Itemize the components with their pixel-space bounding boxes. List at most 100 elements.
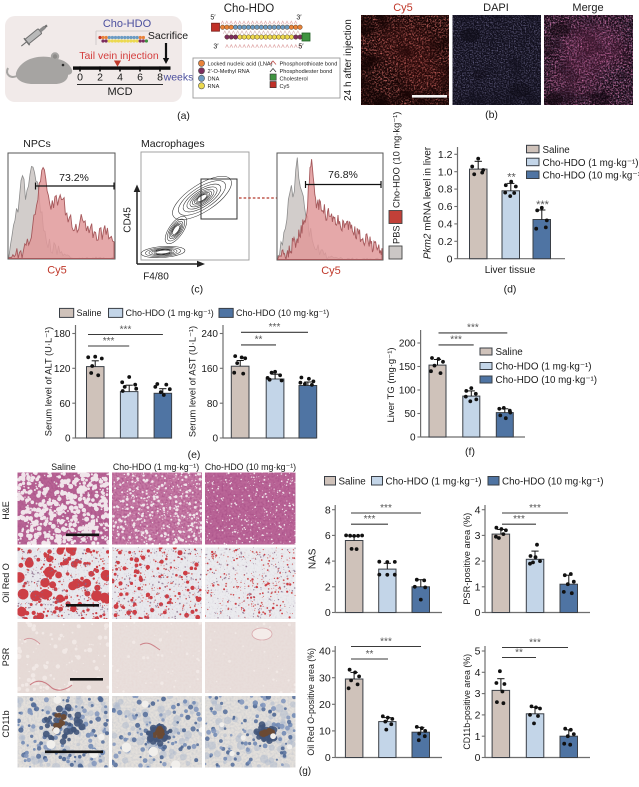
svg-text:F4/80: F4/80: [143, 272, 169, 283]
svg-text:Cho-HDO (10 mg·kg⁻¹): Cho-HDO (10 mg·kg⁻¹): [496, 375, 598, 386]
svg-text:MCD: MCD: [107, 86, 132, 98]
svg-text:PSR-positive area (%): PSR-positive area (%): [462, 513, 472, 605]
svg-text:(c): (c): [191, 284, 203, 296]
svg-text:Liver tissue: Liver tissue: [485, 265, 536, 276]
svg-text:Saline: Saline: [339, 476, 367, 487]
svg-text:30: 30: [319, 672, 331, 684]
svg-text:weeks: weeks: [163, 72, 194, 84]
svg-text:Cho-HDO (1 mg·kg⁻¹): Cho-HDO (1 mg·kg⁻¹): [543, 158, 639, 169]
svg-text:1.2: 1.2: [438, 149, 453, 161]
svg-text:20: 20: [319, 699, 331, 711]
svg-text:240: 240: [201, 329, 218, 340]
svg-text:Cholesterol: Cholesterol: [280, 76, 308, 82]
svg-text:4: 4: [325, 556, 331, 568]
svg-text:Liver TG (mg·g⁻¹): Liver TG (mg·g⁻¹): [386, 347, 397, 422]
svg-text:0: 0: [475, 607, 481, 619]
svg-text:NPCs: NPCs: [23, 138, 50, 150]
svg-text:4: 4: [117, 72, 123, 84]
svg-text:2: 2: [97, 72, 103, 84]
svg-text:***: ***: [269, 322, 281, 333]
svg-text:8: 8: [325, 504, 331, 516]
svg-text:(e): (e): [188, 449, 201, 461]
svg-text:3: 3: [475, 530, 481, 542]
svg-text:Oil Red O: Oil Red O: [1, 563, 11, 603]
svg-text:6: 6: [137, 72, 143, 84]
svg-text:Cy5: Cy5: [321, 265, 341, 277]
svg-text:0: 0: [447, 253, 453, 265]
svg-text:0: 0: [77, 72, 83, 84]
svg-text:Cho-HDO (10 mg·kg⁻¹): Cho-HDO (10 mg·kg⁻¹): [205, 462, 296, 472]
svg-text:CD11b: CD11b: [1, 710, 11, 737]
svg-text:Cy5: Cy5: [280, 84, 290, 90]
svg-text:***: ***: [536, 199, 550, 211]
svg-text:Saline: Saline: [51, 462, 76, 472]
svg-text:***: ***: [103, 336, 115, 347]
svg-text:***: ***: [380, 503, 392, 514]
svg-text:Serum level of ALT (U·L⁻¹): Serum level of ALT (U·L⁻¹): [44, 327, 54, 436]
svg-text:**: **: [515, 647, 523, 658]
svg-text:0: 0: [65, 434, 71, 445]
svg-text:DNA: DNA: [208, 76, 220, 82]
svg-text:CD45: CD45: [123, 207, 134, 233]
svg-text:***: ***: [450, 335, 462, 346]
svg-text:PBS: PBS: [392, 225, 402, 244]
svg-text:Merge: Merge: [572, 2, 603, 14]
svg-text:0: 0: [325, 752, 331, 764]
svg-text:0: 0: [475, 752, 481, 764]
svg-text:Macrophages: Macrophages: [141, 138, 205, 150]
svg-text:2: 2: [475, 556, 481, 568]
svg-text:180: 180: [54, 329, 71, 340]
svg-text:***: ***: [120, 324, 132, 335]
svg-text:6: 6: [325, 530, 331, 542]
svg-text:24 h after injection: 24 h after injection: [343, 19, 354, 101]
svg-text:(f): (f): [465, 446, 475, 458]
svg-text:2: 2: [325, 581, 331, 593]
svg-text:RNA: RNA: [208, 84, 220, 90]
svg-text:***: ***: [380, 636, 392, 647]
svg-text:0: 0: [410, 433, 416, 444]
svg-text:50: 50: [404, 409, 416, 420]
svg-text:**: **: [366, 649, 374, 660]
svg-text:NAS: NAS: [308, 548, 319, 569]
svg-text:76.8%: 76.8%: [328, 169, 358, 181]
svg-text:Phosphodiester bond: Phosphodiester bond: [280, 69, 333, 75]
svg-text:10: 10: [319, 726, 331, 738]
svg-text:Oil Red O-positive area (%): Oil Red O-positive area (%): [306, 648, 316, 756]
svg-text:2: 2: [475, 710, 481, 722]
svg-text:(b): (b): [485, 109, 498, 121]
svg-text:5′: 5′: [210, 15, 216, 22]
svg-text:Cho-HDO (10 mg·kg⁻¹): Cho-HDO (10 mg·kg⁻¹): [392, 112, 402, 208]
svg-text:Cho-HDO: Cho-HDO: [224, 3, 275, 15]
svg-text:0.2: 0.2: [438, 236, 453, 248]
svg-text:2′-O-Methyl RNA: 2′-O-Methyl RNA: [208, 69, 250, 75]
svg-text:1.0: 1.0: [438, 166, 453, 178]
svg-text:60: 60: [59, 399, 71, 410]
svg-text:0.6: 0.6: [438, 201, 453, 213]
svg-text:***: ***: [529, 503, 541, 514]
svg-text:Cho-HDO (1 mg·kg⁻¹): Cho-HDO (1 mg·kg⁻¹): [126, 308, 214, 318]
svg-text:Saline: Saline: [77, 308, 102, 318]
svg-text:Locked nucleic acid (LNA): Locked nucleic acid (LNA): [208, 61, 273, 67]
svg-text:***: ***: [513, 514, 525, 525]
svg-text:Cy5: Cy5: [393, 2, 413, 14]
svg-text:8: 8: [157, 72, 163, 84]
svg-text:0: 0: [325, 607, 331, 619]
svg-text:0: 0: [212, 434, 218, 445]
svg-text:**: **: [255, 335, 263, 346]
svg-text:0.8: 0.8: [438, 184, 453, 196]
svg-text:3′: 3′: [213, 44, 219, 51]
svg-text:4: 4: [475, 504, 481, 516]
svg-text:Saline: Saline: [496, 347, 524, 358]
svg-text:***: ***: [364, 514, 376, 525]
svg-text:160: 160: [201, 364, 218, 375]
svg-text:3: 3: [475, 688, 481, 700]
svg-text:1: 1: [475, 731, 481, 743]
svg-text:Cho-HDO (10 mg·kg⁻¹): Cho-HDO (10 mg·kg⁻¹): [236, 308, 329, 318]
svg-text:H&E: H&E: [1, 501, 11, 520]
svg-text:***: ***: [529, 637, 541, 648]
svg-text:(g): (g): [299, 766, 311, 777]
svg-text:**: **: [507, 172, 516, 184]
svg-text:4: 4: [475, 667, 481, 679]
svg-text:Cho-HDO (1 mg·kg⁻¹): Cho-HDO (1 mg·kg⁻¹): [386, 476, 482, 487]
svg-text:Sacrifice: Sacrifice: [148, 30, 188, 42]
